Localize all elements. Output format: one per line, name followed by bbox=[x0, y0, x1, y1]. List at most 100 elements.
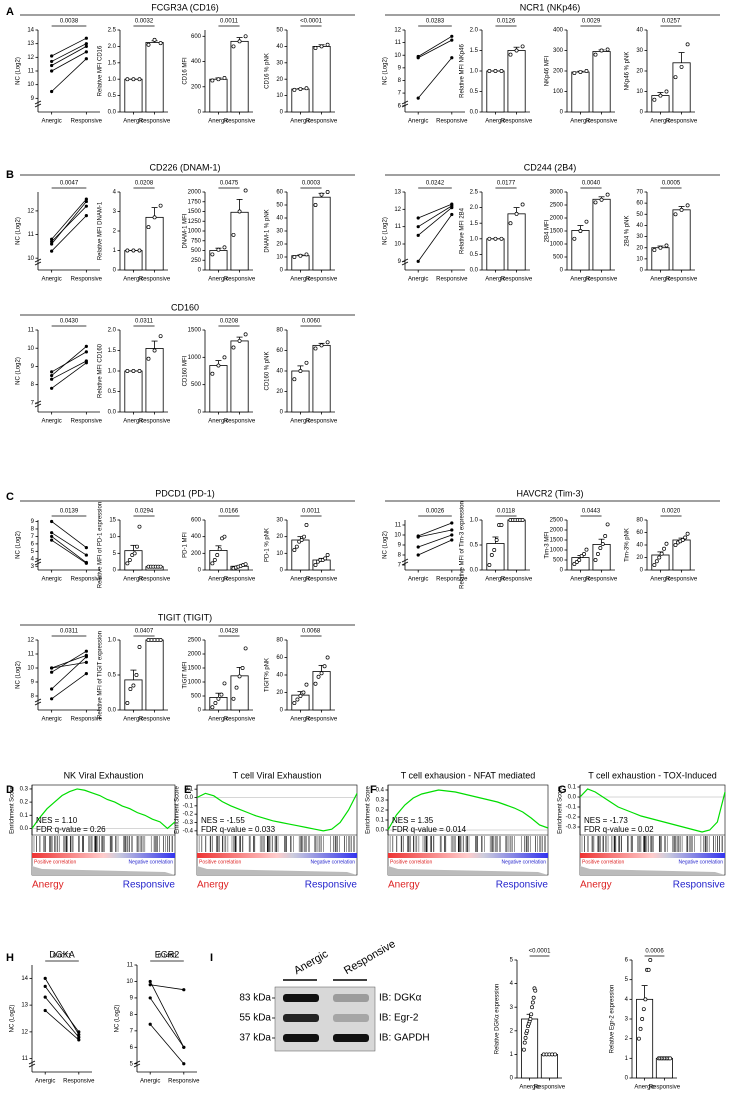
kda-label: 55 kDa bbox=[239, 1013, 271, 1024]
dot bbox=[313, 203, 318, 207]
p-value: 0.0283 bbox=[426, 19, 445, 25]
group-title: PDCD1 (PD-1) bbox=[155, 488, 215, 498]
band bbox=[283, 994, 319, 1002]
neg-label: Negative correlation bbox=[311, 859, 356, 865]
y-tick-label: 1 bbox=[510, 1052, 514, 1058]
x-tick-label: Responsive bbox=[71, 419, 103, 425]
y-tick-label: 13 bbox=[21, 1003, 28, 1009]
bar bbox=[571, 230, 590, 271]
y-tick-label: 8 bbox=[398, 553, 402, 559]
y-tick-label: 20 bbox=[636, 555, 643, 561]
dot bbox=[323, 556, 328, 561]
x-tick-label: Anergic bbox=[41, 119, 61, 125]
x-tick-label: Responsive bbox=[666, 119, 698, 125]
axis-break bbox=[34, 701, 42, 706]
es-curve bbox=[579, 788, 726, 833]
pair-dot bbox=[50, 670, 54, 674]
y-tick-label: 10 bbox=[394, 533, 401, 539]
y-tick-label: 40 bbox=[636, 543, 643, 549]
y-tick-label: 6 bbox=[130, 1045, 134, 1051]
pair-dot bbox=[416, 545, 420, 549]
y-tick-label: 500 bbox=[191, 248, 202, 254]
y-tick-label: 0 bbox=[198, 410, 202, 416]
y-tick-label: 0 bbox=[198, 268, 202, 274]
dot bbox=[294, 544, 299, 549]
pair-dot bbox=[50, 370, 54, 374]
y-tick-label: 0.5 bbox=[108, 93, 117, 99]
dot bbox=[292, 377, 297, 382]
dot bbox=[599, 48, 604, 53]
nes: NES = 1.35 bbox=[392, 816, 434, 825]
bar bbox=[230, 340, 249, 413]
dot bbox=[131, 77, 136, 82]
y-tick-label: 1 bbox=[625, 1056, 629, 1062]
pair-dot bbox=[84, 44, 88, 49]
y-axis-label: CD16 MFI bbox=[183, 57, 189, 85]
group-title: CD226 (DNAM-1) bbox=[149, 162, 220, 172]
y-tick-label: 500 bbox=[191, 382, 202, 388]
y-axis-label: Enrichment Score bbox=[175, 785, 181, 833]
dot bbox=[525, 1028, 530, 1033]
pair-dot bbox=[50, 377, 54, 381]
pair-dot bbox=[43, 984, 47, 989]
dot bbox=[533, 988, 538, 993]
y-tick-label: 3 bbox=[31, 564, 35, 570]
y-tick-label: 0.0 bbox=[185, 795, 194, 801]
y-tick-label: 20 bbox=[636, 245, 643, 251]
y-tick-label: 8 bbox=[31, 527, 35, 533]
y-tick-label: 2.0 bbox=[108, 44, 117, 50]
dot bbox=[520, 44, 525, 49]
y-axis-label: NKp46 MFI bbox=[545, 55, 551, 86]
p-value: 0.0011 bbox=[302, 509, 321, 515]
pair-line bbox=[51, 662, 87, 669]
pair-line bbox=[44, 978, 80, 1035]
axis-break bbox=[34, 103, 42, 108]
pair-dot bbox=[77, 1038, 81, 1042]
y-tick-label: 11 bbox=[28, 232, 35, 238]
y-tick-label: 7 bbox=[398, 563, 402, 569]
pair-dot bbox=[84, 553, 88, 557]
dot bbox=[216, 77, 221, 82]
dot bbox=[680, 538, 685, 542]
x-tick-label: Anergic bbox=[485, 277, 505, 283]
y-axis-label: NKp46 % pNK bbox=[625, 52, 631, 91]
dot bbox=[325, 553, 330, 557]
dot bbox=[125, 248, 130, 253]
y-tick-label: 0.0 bbox=[108, 708, 117, 714]
kda-label: 37 kDa bbox=[239, 1033, 271, 1044]
kda-label: 83 kDa bbox=[239, 993, 271, 1004]
y-tick-label: 0 bbox=[198, 568, 202, 574]
y-axis-label: TIGIT% pNK bbox=[265, 658, 271, 692]
p-value: 0.0257 bbox=[662, 19, 681, 25]
pair-line bbox=[51, 43, 87, 62]
p-value: 0.0020 bbox=[662, 509, 681, 515]
dot bbox=[237, 39, 242, 44]
y-tick-label: -0.3 bbox=[566, 825, 577, 831]
dot bbox=[313, 681, 318, 686]
dot bbox=[231, 44, 236, 49]
y-tick-label: 1500 bbox=[188, 666, 202, 672]
y-tick-label: 10 bbox=[276, 551, 283, 557]
y-axis-label: NC (Log2) bbox=[16, 357, 22, 385]
y-tick-label: 11 bbox=[28, 69, 35, 75]
bar bbox=[592, 51, 611, 113]
y-axis-label: Relative MFI of PD-1 expression bbox=[98, 502, 104, 588]
dot bbox=[520, 202, 525, 207]
dot bbox=[652, 563, 657, 567]
pair-line bbox=[51, 532, 87, 556]
pair-line bbox=[149, 1024, 185, 1065]
dot bbox=[574, 560, 579, 564]
p-value: 0.1460 bbox=[158, 954, 177, 960]
y-tick-label: 50 bbox=[276, 28, 283, 34]
axis-break bbox=[34, 561, 42, 566]
pair-dot bbox=[84, 57, 88, 61]
dot bbox=[685, 42, 690, 47]
y-tick-label: 2 bbox=[113, 229, 117, 235]
y-tick-label: 12 bbox=[27, 55, 34, 61]
pair-dot bbox=[50, 538, 54, 542]
dot bbox=[654, 559, 659, 564]
panel-letter: G bbox=[558, 784, 567, 796]
p-value: <0.0001 bbox=[300, 19, 323, 25]
y-tick-label: 0.5 bbox=[108, 389, 117, 395]
y-tick-label: 4 bbox=[113, 190, 117, 196]
